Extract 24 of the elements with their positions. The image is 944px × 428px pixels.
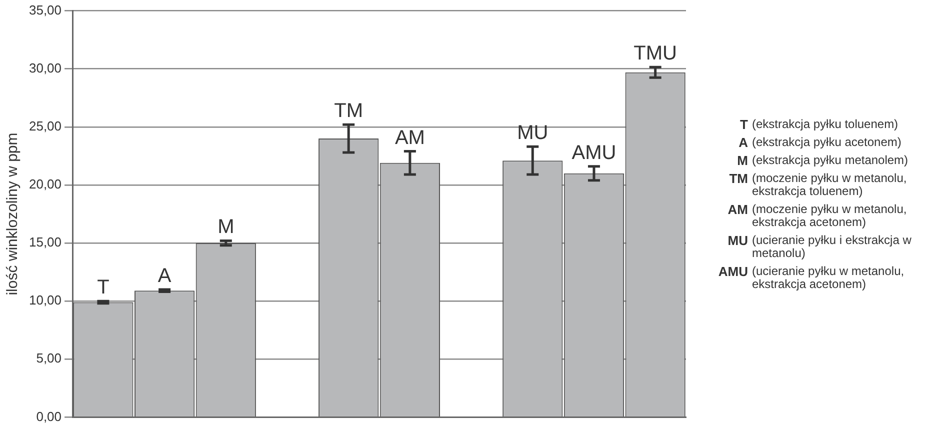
y-tick-label: 25,00 [28,118,62,134]
x-tick-label: AM [394,126,425,149]
x-tick-label: MU [517,122,548,144]
text: MU (ucieranie pyłku i ekstrakcja w metanolu) [726,233,912,260]
x-tick-label: M [218,216,234,238]
text: M (ekstrakcja pyłku metanolem) [736,153,910,168]
y-axis-title: ilość winklozoliny w ppm [4,132,22,296]
x-tick-label: TM [334,100,364,122]
x-tick-label: AMU [572,142,616,164]
text: AM (moczenie pyłku w metanolu, ekstrakcja acetonem) [726,202,908,229]
y-tick-label: 20,00 [28,176,62,192]
y-tick-label: 10,00 [28,292,62,308]
x-tick-label: A [158,264,172,287]
text: A (ekstrakcja pyłku acetonem) [738,135,902,150]
text: AMU (ucieranie pyłku w metanolu, ekstrakcja acetonem) [717,264,906,291]
y-tick-label: 5,00 [36,350,62,366]
x-tick-label: T [97,276,110,299]
text: TM (moczenie pyłku w metanolu, ekstrakcja toluenem) [728,171,908,198]
text: T (ekstrakcja pyłku toluenem) [739,117,900,132]
y-tick-label: 15,00 [28,234,62,250]
x-tick-label: TMU [634,42,677,65]
y-tick-label: 0,00 [36,408,62,424]
y-tick-label: 35,00 [28,2,62,18]
y-tick-label: 30,00 [28,60,62,76]
